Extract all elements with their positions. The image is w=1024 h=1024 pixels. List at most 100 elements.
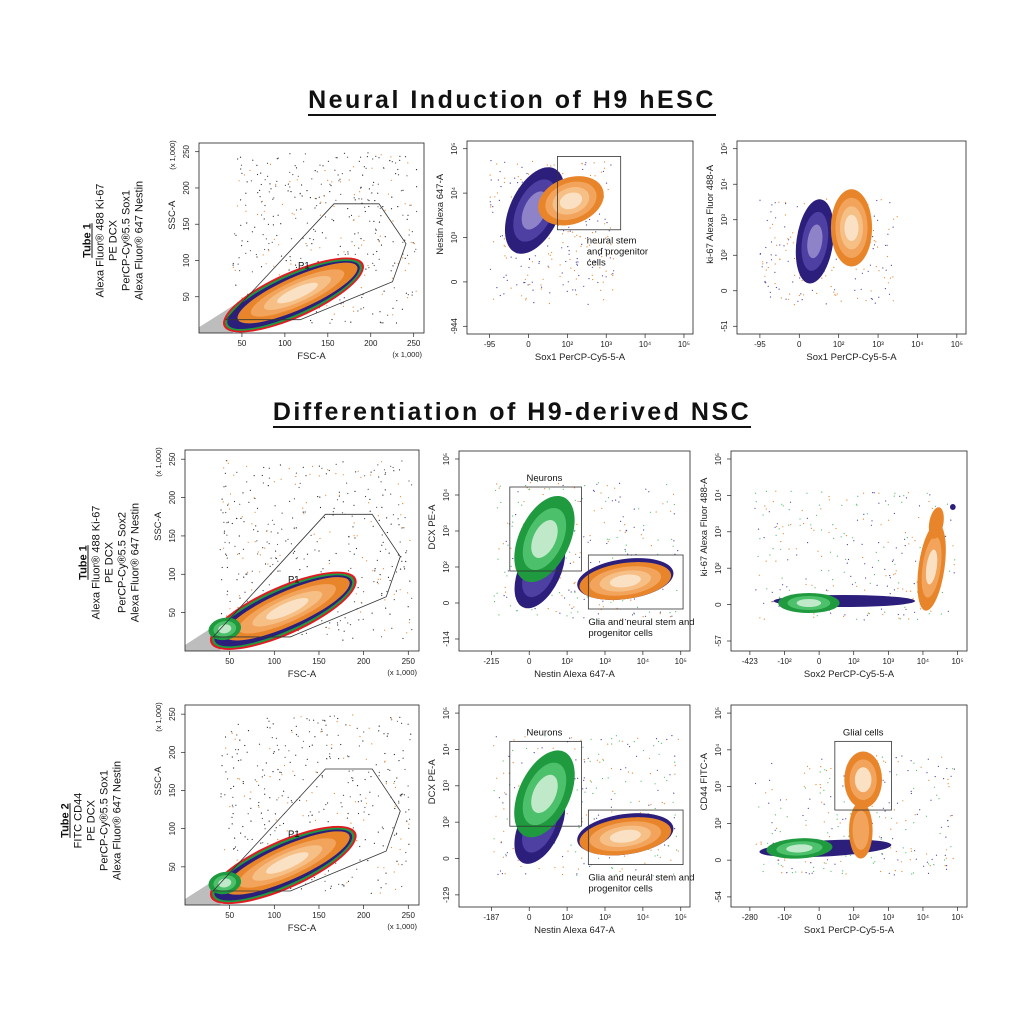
glia-nsc-gate[interactable] xyxy=(587,554,684,610)
event-dot xyxy=(305,632,308,634)
event-dot xyxy=(594,261,596,263)
event-dot xyxy=(799,524,801,526)
event-dot xyxy=(567,281,569,283)
event-dot xyxy=(366,560,368,562)
event-dot xyxy=(513,739,515,741)
event-dot xyxy=(274,557,277,559)
event-dot xyxy=(517,175,519,178)
event-dot xyxy=(371,743,373,745)
event-dot xyxy=(380,244,383,246)
tube-reagent: Alexa Fluor® 647 Nestin xyxy=(129,502,142,623)
event-dot xyxy=(621,868,623,870)
event-dot xyxy=(329,183,331,185)
event-dot xyxy=(375,229,377,231)
event-dot xyxy=(896,216,898,218)
event-dot xyxy=(887,541,889,543)
event-dot xyxy=(259,196,261,198)
event-dot xyxy=(260,183,262,186)
event-dot xyxy=(867,270,869,272)
event-dot xyxy=(274,813,276,815)
event-dot xyxy=(945,836,947,838)
event-dot xyxy=(908,618,910,620)
event-dot xyxy=(365,797,367,799)
event-dot xyxy=(926,861,928,863)
event-dot xyxy=(303,161,305,163)
event-dot xyxy=(241,297,243,299)
event-dot xyxy=(574,591,576,593)
event-dot xyxy=(391,277,393,279)
event-dot xyxy=(585,814,588,816)
event-dot xyxy=(370,892,372,894)
event-dot xyxy=(253,475,255,477)
event-dot xyxy=(264,793,266,795)
event-dot xyxy=(780,541,782,543)
neurons-gate[interactable] xyxy=(509,486,582,572)
event-dot xyxy=(765,792,767,794)
event-dot xyxy=(404,239,406,241)
event-dot xyxy=(804,787,807,789)
event-dot xyxy=(385,872,387,874)
event-dot xyxy=(576,263,578,265)
event-dot xyxy=(338,491,340,493)
event-dot xyxy=(769,554,771,556)
event-dot xyxy=(660,742,662,744)
event-dot xyxy=(611,866,613,869)
event-dot xyxy=(755,501,757,503)
event-dot xyxy=(801,299,803,301)
event-dot xyxy=(575,250,577,252)
event-dot xyxy=(264,788,266,790)
event-dot xyxy=(616,536,618,539)
event-dot xyxy=(503,276,505,278)
event-dot xyxy=(332,511,334,513)
event-dot xyxy=(775,286,777,289)
sox2-ki67-plot: -423 -10² 0 10² 10³ 10⁴ 10⁵-57010²10³10⁴10⁵Sox… xyxy=(699,450,968,680)
event-dot xyxy=(511,525,513,527)
event-dot xyxy=(328,469,330,472)
p1-gate[interactable] xyxy=(212,768,401,892)
neurons-gate[interactable] xyxy=(509,740,582,827)
event-dot xyxy=(795,548,797,550)
event-dot xyxy=(538,261,540,263)
event-dot xyxy=(496,163,498,165)
event-dot xyxy=(654,807,656,810)
event-dot xyxy=(648,804,650,806)
event-dot xyxy=(265,530,268,532)
event-dot xyxy=(379,892,381,894)
event-dot xyxy=(361,576,363,579)
tube-reagent: Alexa Fluor® 488 Ki-67 xyxy=(90,505,103,620)
event-dot xyxy=(386,590,388,593)
event-dot xyxy=(309,197,311,199)
event-dot xyxy=(289,500,291,502)
event-dot xyxy=(226,594,228,596)
x-tick-label: 100 xyxy=(278,339,292,348)
event-dot xyxy=(510,565,512,567)
event-dot xyxy=(489,174,491,176)
p1-gate[interactable] xyxy=(212,513,401,638)
event-dot xyxy=(892,838,894,840)
y-multiplier: (x 1,000) xyxy=(154,447,163,477)
glial-cells-gate[interactable] xyxy=(834,740,892,811)
event-dot xyxy=(243,521,245,523)
event-dot xyxy=(342,501,344,503)
event-dot xyxy=(338,629,340,631)
event-dot xyxy=(409,739,411,741)
y-tick-label: 10⁵ xyxy=(714,707,723,719)
orange-population xyxy=(609,574,641,588)
event-dot xyxy=(384,752,386,755)
tube-reagent: Alexa Fluor® 647 Nestin xyxy=(111,760,124,881)
event-dot xyxy=(314,736,316,738)
event-dot xyxy=(640,534,642,536)
glia-nsc-gate[interactable] xyxy=(587,809,684,865)
event-dot xyxy=(561,247,563,249)
event-dot xyxy=(238,180,240,182)
event-dot xyxy=(774,829,776,831)
p1-gate[interactable] xyxy=(225,203,407,321)
neural-stem-gate[interactable] xyxy=(557,156,622,231)
event-dot xyxy=(383,290,385,292)
event-dot xyxy=(261,200,263,202)
event-dot xyxy=(871,566,874,568)
event-dot xyxy=(828,499,830,501)
event-dot xyxy=(392,466,394,469)
x-tick-label: 10² xyxy=(562,340,574,349)
